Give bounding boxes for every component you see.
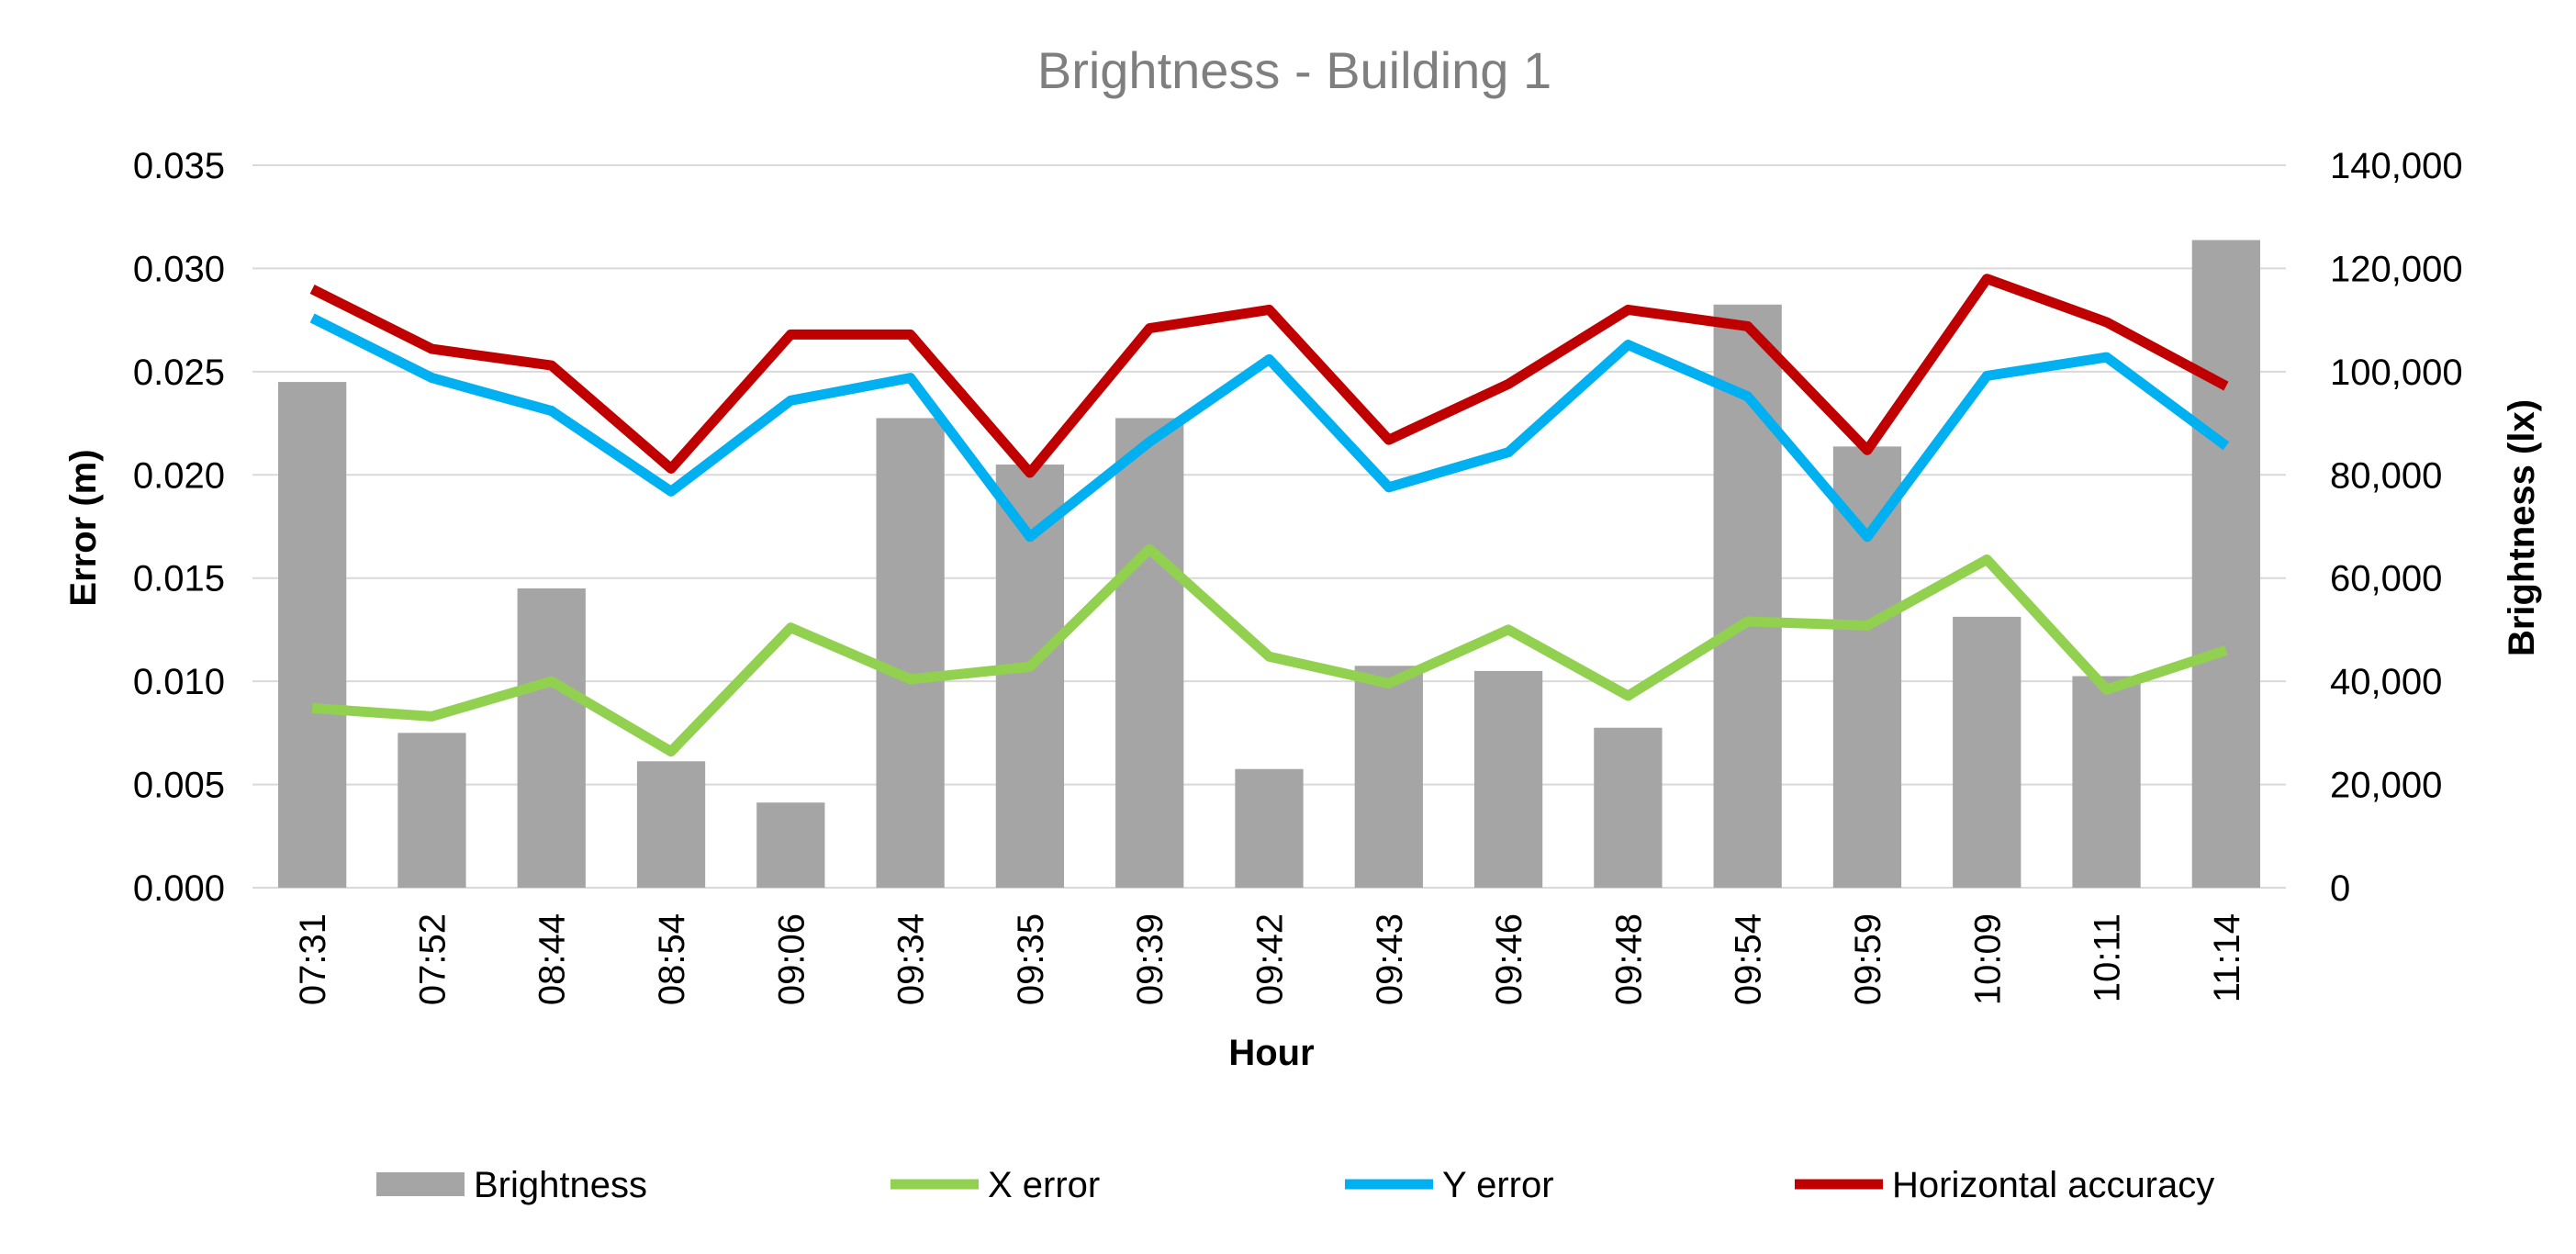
- horizontal-accuracy-line: [309, 274, 2229, 478]
- y2-tick-label: 0: [2330, 868, 2350, 909]
- x-tick-label: 08:44: [532, 913, 573, 1005]
- brightness-bar: [1594, 727, 1663, 888]
- brightness-bar: [278, 382, 347, 889]
- brightness-bar: [995, 465, 1065, 888]
- brightness-bar: [1235, 768, 1304, 888]
- brightness-bar: [1473, 670, 1543, 888]
- y-tick-label: 0.015: [133, 559, 225, 599]
- y2-tick-label: 100,000: [2330, 353, 2463, 393]
- legend-brightness: Brightness: [376, 1165, 647, 1205]
- legend-swatch: [376, 1172, 465, 1196]
- y2-axis-title: Brightness (lx): [2502, 399, 2542, 656]
- brightness-bars: [278, 240, 2260, 889]
- legend-label: Brightness: [474, 1165, 647, 1205]
- legend: Brightness X error Y error Horizontal accur…: [376, 1165, 2214, 1205]
- x-tick-label: 11:14: [2207, 913, 2247, 1002]
- error-lines: [309, 274, 2230, 757]
- y2-tick-label: 80,000: [2330, 455, 2442, 496]
- brightness-bar: [876, 418, 945, 888]
- x-tick-label: 09:39: [1130, 913, 1170, 1005]
- y2-tick-label: 140,000: [2330, 146, 2463, 186]
- x-tick-label: 09:48: [1608, 913, 1649, 1005]
- y2-tick-label: 20,000: [2330, 766, 2442, 806]
- legend-label: X error: [988, 1165, 1100, 1205]
- x-tick-label: 07:52: [412, 913, 453, 1005]
- x-tick-label: 08:54: [652, 913, 692, 1005]
- brightness-bar: [398, 733, 466, 888]
- x-tick-label: 09:43: [1370, 913, 1410, 1005]
- brightness-bar: [756, 802, 825, 888]
- brightness-bar: [2191, 240, 2260, 888]
- y-tick-label: 0.025: [133, 353, 225, 393]
- x-tick-label: 10:11: [2088, 913, 2128, 1002]
- x-tick-label: 09:06: [771, 913, 812, 1005]
- y2-tick-label: 60,000: [2330, 559, 2442, 599]
- x-error-line: [311, 543, 2228, 757]
- brightness-bar: [1115, 418, 1184, 888]
- x-tick-label: 09:46: [1489, 913, 1529, 1005]
- y2-tick-label: 120,000: [2330, 249, 2463, 289]
- y-tick-label: 0.005: [133, 766, 225, 806]
- legend-label: Y error: [1442, 1165, 1554, 1205]
- y-tick-label: 0.000: [133, 868, 225, 909]
- y-axis-title: Error (m): [63, 449, 104, 606]
- x-tick-label: 09:35: [1011, 913, 1051, 1005]
- y2-tick-label: 40,000: [2330, 662, 2442, 702]
- y-tick-label: 0.020: [133, 455, 225, 496]
- right-axis-ticks: 0 20,000 40,000 60,000 80,000 100,000 120,000 1…: [2330, 146, 2463, 909]
- x-tick-label: 09:42: [1250, 913, 1291, 1005]
- x-tick-label: 09:54: [1729, 913, 1769, 1005]
- brightness-bar: [1354, 666, 1423, 888]
- legend-x-error: X error: [890, 1165, 1100, 1205]
- brightness-bar: [2072, 676, 2141, 888]
- y-tick-label: 0.010: [133, 662, 225, 702]
- x-axis-ticks: 07:31 07:52 08:44 08:54 09:06 09:34 09:35 09:39…: [293, 913, 2247, 1005]
- x-axis-title: Hour: [1228, 1033, 1314, 1073]
- y-error-line: [309, 313, 2230, 543]
- y-tick-label: 0.030: [133, 249, 225, 289]
- gridlines: [252, 164, 2286, 889]
- y-tick-label: 0.035: [133, 146, 225, 186]
- legend-label: Horizontal accuracy: [1892, 1165, 2214, 1205]
- legend-y-error: Y error: [1345, 1165, 1554, 1205]
- legend-horizontal-accuracy: Horizontal accuracy: [1795, 1165, 2214, 1205]
- brightness-bar: [1953, 616, 2022, 888]
- brightness-bar: [517, 588, 586, 888]
- left-axis-ticks: 0.000 0.005 0.010 0.015 0.020 0.025 0.030 0.035: [133, 146, 225, 909]
- x-tick-label: 07:31: [293, 913, 333, 1005]
- chart-title: Brightness - Building 1: [1037, 41, 1551, 99]
- x-tick-label: 09:59: [1848, 913, 1888, 1005]
- x-tick-label: 10:09: [1967, 913, 2008, 1005]
- brightness-bar: [636, 761, 706, 888]
- brightness-bar: [1832, 446, 1902, 888]
- x-tick-label: 09:34: [891, 913, 932, 1005]
